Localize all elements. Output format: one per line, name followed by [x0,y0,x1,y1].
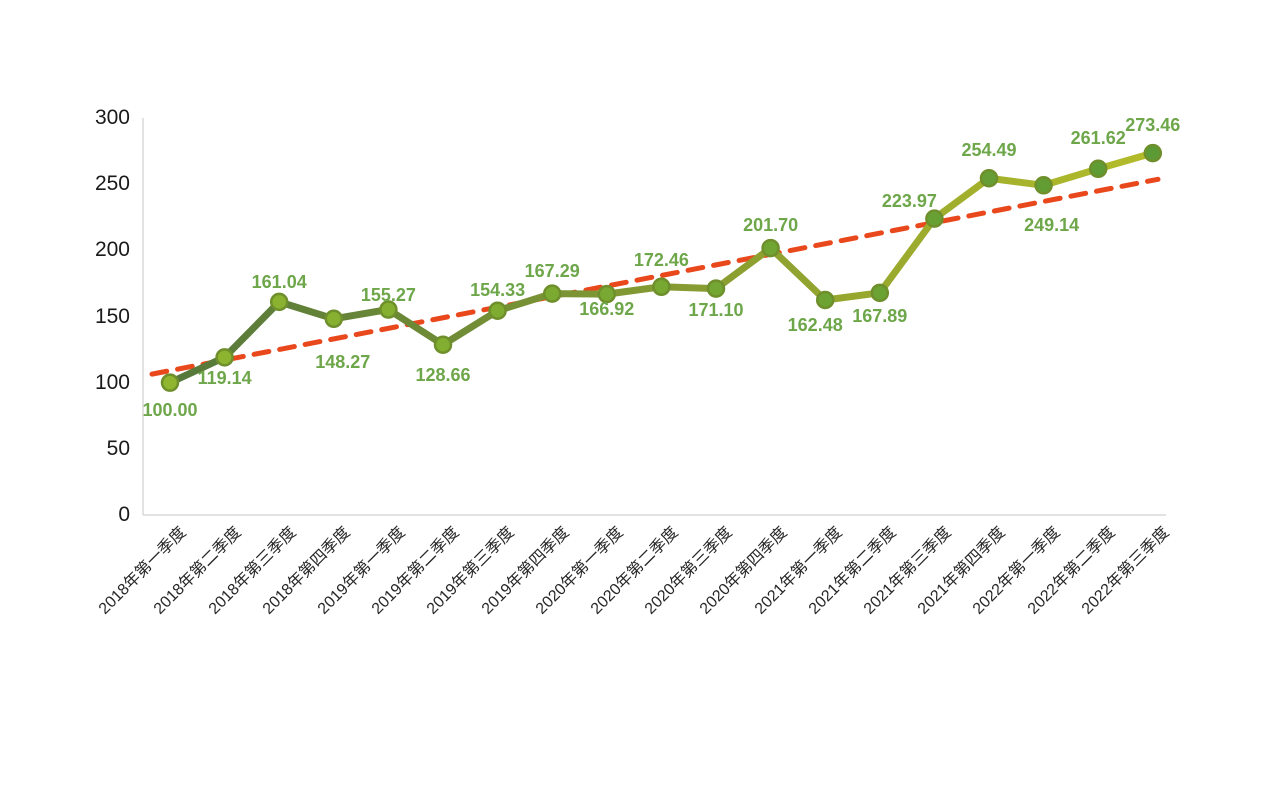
data-point-marker [269,292,289,312]
data-point-label: 273.46 [1125,115,1181,136]
data-point-label: 155.27 [360,284,416,305]
data-point-label: 249.14 [1024,215,1080,236]
data-point-label: 100.00 [142,399,198,420]
data-point-marker [215,348,234,367]
data-point-marker [1143,143,1163,163]
data-point-marker [597,284,617,304]
data-point-marker [870,283,890,303]
data-point-label: 148.27 [315,351,371,372]
y-tick-label: 200 [94,238,130,262]
data-point-marker [433,335,453,354]
data-point-label: 223.97 [881,190,937,211]
data-point-marker [815,290,835,310]
data-point-marker [1034,176,1053,195]
data-point-marker [652,277,671,297]
data-point-label: 167.89 [852,305,908,326]
data-point-label: 162.48 [787,314,843,335]
y-tick-label: 100 [94,370,130,394]
data-point-marker [925,209,944,228]
data-point-marker [1088,159,1108,179]
data-point-label: 167.29 [524,260,580,281]
data-point-label: 161.04 [251,271,307,292]
data-point-marker [979,168,999,188]
data-point-marker [761,238,780,258]
data-point-marker [379,300,398,319]
data-point-label: 172.46 [633,249,689,270]
y-tick-label: 150 [94,304,130,328]
data-point-marker [324,309,344,329]
data-point-marker [160,373,180,392]
data-point-label: 261.62 [1070,127,1126,148]
data-point-label: 128.66 [415,364,471,385]
y-tick-label: 0 [118,503,130,526]
trendline [149,176,1161,377]
data-point-label: 154.33 [470,279,526,300]
data-point-label: 254.49 [961,140,1017,161]
data-point-label: 166.92 [579,299,635,320]
y-tick-label: 250 [94,172,130,196]
y-tick-label: 300 [94,106,130,129]
data-point-marker [706,279,726,298]
data-point-marker [488,301,507,321]
data-point-label: 119.14 [197,368,252,389]
data-point-label: 171.10 [688,299,744,320]
data-point-label: 201.70 [743,215,799,236]
y-tick-label: 50 [106,436,130,460]
data-point-marker [542,284,562,303]
